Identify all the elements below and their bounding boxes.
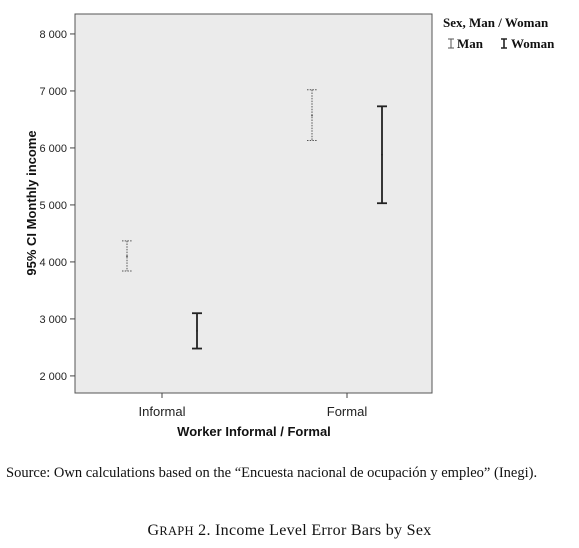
legend-man-symbol (448, 38, 454, 49)
caption-smallcaps: RAPH (159, 524, 194, 538)
figure-caption: GRAPH 2. Income Level Error Bars by Sex (0, 522, 579, 540)
legend-man-label: Man (457, 36, 484, 51)
x-axis-title: Worker Informal / Formal (177, 424, 331, 439)
error-bar-woman-informal (192, 312, 202, 350)
caption-lead: G (147, 522, 160, 539)
legend-item-woman: Woman (501, 36, 555, 51)
y-tick-label: 5 000 (39, 200, 67, 212)
caption-rest: 2. Income Level Error Bars by Sex (193, 522, 432, 539)
legend-item-man: Man (448, 36, 484, 51)
error-bar-man-formal (307, 89, 317, 142)
x-tick-label: Informal (139, 404, 186, 419)
y-tick-label: 6 000 (39, 143, 67, 155)
error-bar-mean (381, 153, 383, 156)
y-tick-label: 4 000 (39, 257, 67, 269)
error-bar-mean (311, 114, 313, 117)
plot-area (74, 13, 433, 394)
axes: 2 000 3 000 4 000 5 000 6 000 7 000 8 000 Infor… (39, 29, 367, 419)
legend-title: Sex, Man / Woman (443, 15, 549, 30)
y-tick-label: 7 000 (39, 86, 67, 98)
legend-woman-label: Woman (511, 36, 555, 51)
x-tick-label: Formal (327, 404, 368, 419)
legend: Sex, Man / Woman Man Woman (443, 15, 555, 51)
error-bar-mean (196, 329, 198, 332)
error-bar-man-informal (122, 240, 132, 272)
error-bars (122, 89, 387, 350)
error-bar-woman-formal (377, 105, 387, 205)
error-bar-chart: 2 000 3 000 4 000 5 000 6 000 7 000 8 000 Infor… (24, 13, 555, 439)
source-note: Source: Own calculations based on the “E… (6, 465, 538, 481)
y-tick-label: 3 000 (39, 314, 67, 326)
y-axis-title: 95% CI Monthly income (24, 130, 39, 275)
y-tick-label: 8 000 (39, 29, 67, 41)
error-bar-mean (126, 255, 128, 258)
legend-woman-symbol (501, 38, 507, 49)
y-tick-label: 2 000 (39, 371, 67, 383)
